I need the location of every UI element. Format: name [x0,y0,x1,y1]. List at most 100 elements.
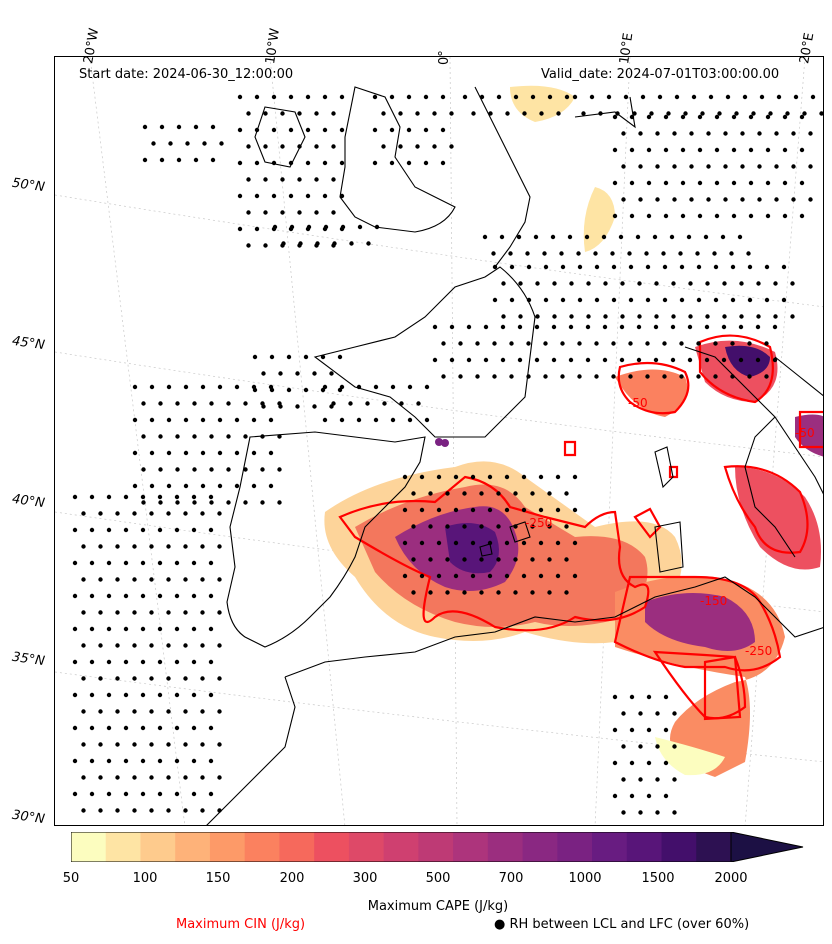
rh-dot [618,234,624,240]
rh-dot [217,676,222,681]
rh-dot [449,324,455,330]
rh-dot [217,775,222,780]
colorbar-cell [348,832,385,862]
rh-dot [615,111,620,116]
rh-dot [653,357,659,363]
rh-dot [645,297,651,303]
rh-dot [423,127,429,133]
cbar-tick-200: 200 [279,871,305,886]
colorbar-cell [592,832,628,862]
rh-dot [672,197,677,202]
rh-dot [663,180,669,186]
rh-dot [140,659,146,665]
rh-dot [192,500,197,505]
rh-dot [106,725,112,731]
rh-dot [526,297,532,303]
rh-dot [141,434,146,439]
rh-dot [406,94,412,100]
rh-dot [776,94,782,100]
rh-dot [440,127,446,133]
rh-dot [246,111,251,116]
rh-dot [470,507,476,513]
rh-dot [157,692,163,698]
rh-dot [254,226,260,232]
rh-dot [568,324,574,330]
rh-dot [773,314,778,319]
rh-dot [526,264,532,270]
rh-dot [555,540,561,546]
rh-dot [793,94,799,100]
rh-dot [748,147,754,153]
rh-dot [740,131,745,136]
rh-dot [140,560,146,566]
rh-dot [277,500,282,505]
rh-dot [98,709,103,714]
rh-dot [115,610,120,615]
rh-dot [157,659,163,665]
cbar-tick-1500: 1500 [641,871,675,886]
rh-dot [756,314,761,319]
rh-dot [72,626,78,632]
rh-dot [263,144,268,149]
rh-dot [594,297,600,303]
rh-dot [487,540,493,546]
rh-dot [666,111,671,116]
rh-dot [191,560,197,566]
rh-dot [246,144,251,149]
rh-dot [696,341,701,346]
rh-dot [689,131,694,136]
rh-dot [246,210,251,215]
rh-dot [402,507,408,513]
rh-dot [132,643,137,648]
rh-dot [645,341,650,346]
rh-dot [492,374,497,379]
rh-dot [731,147,737,153]
cbar-tick-2000: 2000 [714,871,748,886]
rh-dot [713,341,718,346]
rh-dot [372,160,378,166]
rh-dot [577,374,582,379]
rh-dot [389,160,395,166]
rh-dot [278,404,283,409]
rh-dot [576,251,581,256]
rh-dot [577,264,583,270]
rh-dot [521,474,527,480]
rh-dot [560,297,566,303]
rh-dot [191,527,197,533]
rh-dot [646,694,652,700]
rh-dot [356,384,362,390]
rh-dot [445,590,450,595]
rh-dot [183,511,188,516]
rh-dot [209,401,214,406]
rh-dot [504,540,510,546]
rh-dot [424,384,430,390]
rh-dot [428,557,433,562]
rh-dot [697,114,703,120]
rh-dot [72,494,78,500]
rh-dot [158,467,163,472]
rh-dot [176,157,182,163]
rh-dot [115,577,120,582]
rh-dot [149,577,154,582]
rh-dot [756,281,761,286]
rh-dot [123,725,129,731]
rh-dot [166,643,171,648]
rh-dot [638,777,643,782]
rh-dot [572,540,578,546]
rh-dot [610,251,615,256]
rh-dot [594,264,600,270]
rh-dot [226,500,231,505]
rh-dot [748,180,754,186]
rh-dot [504,474,510,480]
rh-dot [655,744,660,749]
rh-dot [132,577,137,582]
rh-dot [217,450,223,456]
rh-dot [619,357,625,363]
rh-dot [662,341,667,346]
rh-dot [166,676,171,681]
rh-dot [200,577,205,582]
rh-dot [106,593,112,599]
rh-dot [602,357,608,363]
rh-dot [200,483,206,489]
rh-dot [466,324,472,330]
